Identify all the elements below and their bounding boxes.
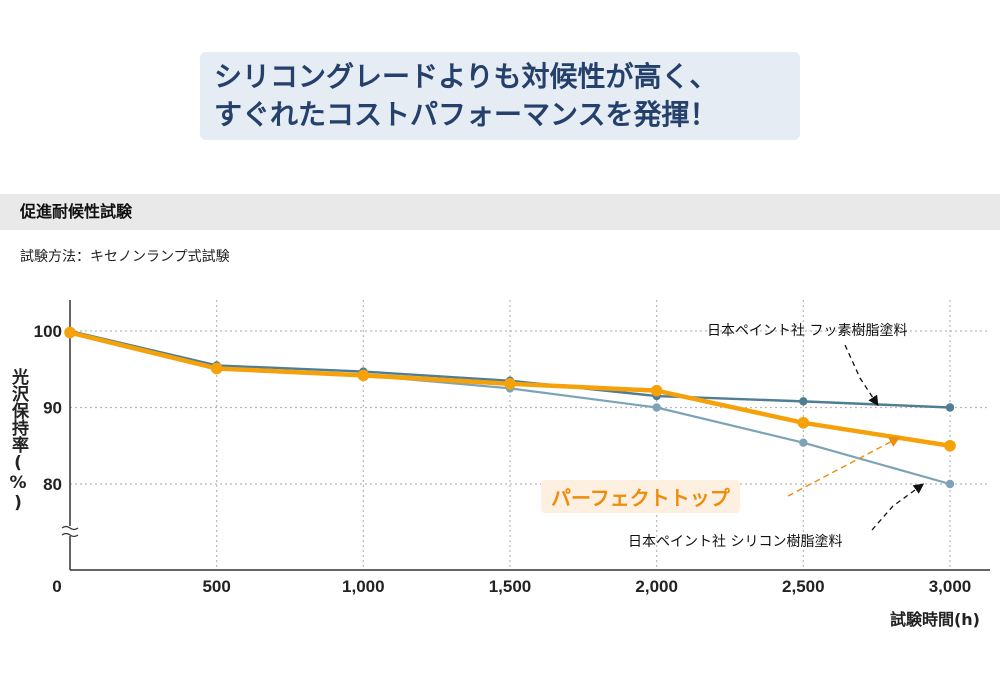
x-tick-label: 500: [202, 577, 230, 596]
axis-break-mark: [61, 532, 79, 538]
y-tick-label: 80: [43, 475, 62, 494]
x-axis-label: 試験時間(h): [889, 610, 980, 629]
series-label-perfect-top: パーフェクトトップ: [541, 480, 740, 513]
series-point-perfect-top: [504, 377, 516, 390]
headline-banner: シリコングレードよりも対候性が高く、 すぐれたコストパフォーマンスを発揮！: [200, 52, 800, 140]
y-axis-label: 光沢保持率(%): [8, 368, 28, 513]
series-point-silicone: [652, 403, 661, 412]
y-tick-label: 90: [43, 399, 62, 418]
series-point-silicone: [945, 479, 955, 489]
series-point-fluoro: [945, 403, 955, 412]
x-tick-label: 3,000: [929, 577, 972, 596]
x-tick-label: 1,000: [342, 577, 385, 596]
headline-line-2: すぐれたコストパフォーマンスを発揮！: [214, 98, 718, 131]
series-point-perfect-top: [357, 369, 370, 382]
x-tick-label: 2,000: [635, 577, 678, 596]
series-point-silicone: [799, 438, 808, 447]
x-tick-label: 2,500: [782, 577, 825, 596]
series-point-perfect-top: [210, 362, 223, 375]
axis-break-mark: [61, 525, 79, 531]
series-point-perfect-top: [64, 326, 76, 339]
series-point-perfect-top: [650, 384, 663, 397]
leader-arrow-fluoro: [844, 344, 879, 407]
axis-break-gap: [62, 526, 78, 536]
x-tick-label: 1,500: [489, 577, 532, 596]
headline-line-1: シリコングレードよりも対候性が高く、: [214, 60, 718, 93]
series-point-perfect-top: [944, 439, 956, 452]
y-tick-label: 100: [34, 322, 62, 341]
x-tick-label: 0: [52, 577, 61, 596]
leader-arrow-perfect-top: [787, 436, 901, 497]
test-method: 試験方法：キセノンランプ式試験: [20, 249, 230, 265]
leader-arrow-silicone: [871, 483, 925, 531]
section-title: 促進耐候性試験: [0, 194, 1000, 230]
series-label-fluoro: 日本ペイント社 フッ素樹脂塗料: [707, 323, 908, 339]
series-point-fluoro: [799, 397, 808, 406]
series-point-perfect-top: [797, 417, 810, 429]
series-label-silicone: 日本ペイント社 シリコン樹脂塗料: [628, 534, 843, 550]
